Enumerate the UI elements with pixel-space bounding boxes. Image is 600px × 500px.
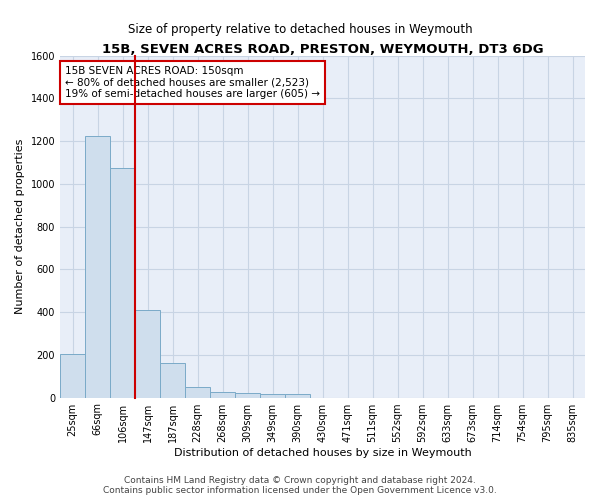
- Bar: [260, 394, 285, 398]
- Bar: [85, 136, 110, 398]
- Bar: [60, 354, 85, 398]
- Text: Contains HM Land Registry data © Crown copyright and database right 2024.
Contai: Contains HM Land Registry data © Crown c…: [103, 476, 497, 495]
- Text: 15B SEVEN ACRES ROAD: 150sqm
← 80% of detached houses are smaller (2,523)
19% of: 15B SEVEN ACRES ROAD: 150sqm ← 80% of de…: [65, 66, 320, 99]
- Text: Size of property relative to detached houses in Weymouth: Size of property relative to detached ho…: [128, 22, 472, 36]
- Bar: [235, 393, 260, 398]
- Bar: [135, 310, 160, 398]
- Bar: [110, 168, 135, 398]
- Title: 15B, SEVEN ACRES ROAD, PRESTON, WEYMOUTH, DT3 6DG: 15B, SEVEN ACRES ROAD, PRESTON, WEYMOUTH…: [102, 42, 544, 56]
- Bar: [210, 392, 235, 398]
- Bar: [160, 364, 185, 398]
- Bar: [285, 394, 310, 398]
- Y-axis label: Number of detached properties: Number of detached properties: [15, 139, 25, 314]
- X-axis label: Distribution of detached houses by size in Weymouth: Distribution of detached houses by size …: [173, 448, 472, 458]
- Bar: [185, 387, 210, 398]
